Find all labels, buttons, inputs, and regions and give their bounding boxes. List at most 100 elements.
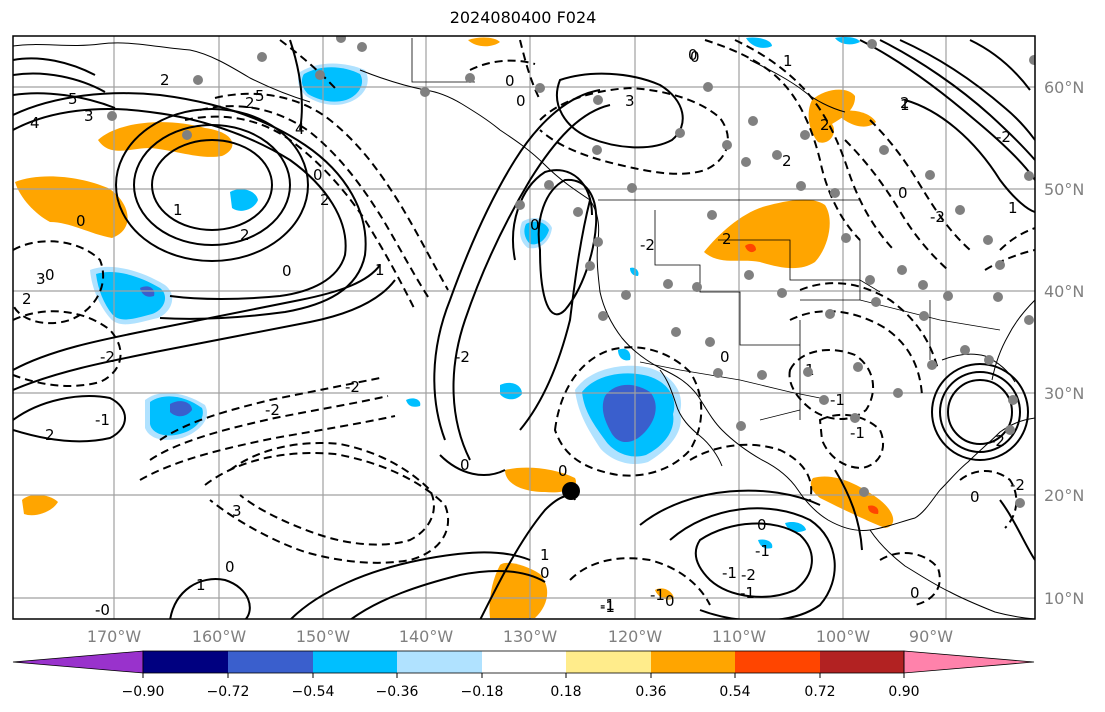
contour-label: -2 <box>741 566 756 584</box>
station-dot <box>757 370 767 380</box>
station-dot <box>918 280 928 290</box>
contour-label: 0 <box>757 516 767 534</box>
blue-shading <box>500 382 522 400</box>
storm-marker <box>562 482 580 500</box>
contour-label: 1 <box>900 96 910 114</box>
country-borders <box>411 38 1001 421</box>
station-dot <box>705 337 715 347</box>
lat-tick: 30°N <box>1044 384 1084 403</box>
station-dot <box>744 270 754 280</box>
station-dot <box>544 180 554 190</box>
contour-label: 0 <box>688 46 698 64</box>
contour-label: 5 <box>255 87 265 105</box>
contour-label: -1 <box>740 584 755 602</box>
orange-shading <box>468 37 500 47</box>
station-dot <box>984 355 994 365</box>
lon-tick: 100°W <box>816 627 871 646</box>
lon-tick: 170°W <box>87 627 142 646</box>
lon-tick: 90°W <box>909 627 953 646</box>
contour-label: 1 <box>173 201 183 219</box>
station-dot <box>983 235 993 245</box>
station-dot <box>182 130 192 140</box>
station-dot <box>1024 315 1034 325</box>
station-dot <box>871 297 881 307</box>
station-dot <box>995 260 1005 270</box>
colorbar-extend-max <box>903 650 1035 674</box>
contour-label: 2 <box>722 230 732 248</box>
station-dot <box>960 345 970 355</box>
blue-shading <box>785 521 806 532</box>
contour-label: 0 <box>225 558 235 576</box>
colorbar-extend-min <box>12 650 144 674</box>
contour-label: -1 <box>755 542 770 560</box>
station-dot <box>707 210 717 220</box>
contour-label: 1 <box>783 52 793 70</box>
orange-shading <box>15 176 128 238</box>
lon-tick: 120°W <box>608 627 663 646</box>
contour-label: -2 <box>990 432 1005 450</box>
contour-label: 5 <box>68 90 78 108</box>
colorbar-segment <box>313 651 397 673</box>
blue-shading <box>630 267 639 276</box>
station-dot <box>671 327 681 337</box>
contour-label: -2 <box>345 378 360 396</box>
station-dots <box>107 36 1035 508</box>
station-dot <box>592 145 602 155</box>
contour-label: -1 <box>600 596 615 614</box>
colorbar-segment <box>143 651 228 673</box>
contour-label: 0 <box>540 564 550 582</box>
station-dot <box>315 70 325 80</box>
royalblue-shading <box>602 384 656 443</box>
contour-label: 2 <box>782 152 792 170</box>
contour-label: 4 <box>30 114 40 132</box>
contour-label: 2 <box>245 94 255 112</box>
station-dot <box>663 279 673 289</box>
contour-label: 0 <box>460 456 470 474</box>
contour-label: -2 <box>640 236 655 254</box>
colorbar-tick: 0.18 <box>550 684 581 700</box>
contour-label: 0 <box>313 166 323 184</box>
colorbar-tick: −0.90 <box>122 684 165 700</box>
lon-tick: 130°W <box>503 627 558 646</box>
colorbar-segment <box>735 651 820 673</box>
station-dot <box>800 130 810 140</box>
colorbar-segment <box>651 651 735 673</box>
contour-label: 2 <box>820 116 830 134</box>
colorbar: −0.90 −0.72 −0.54 −0.36 −0.18 0.18 0.36 … <box>12 650 1035 700</box>
lon-tick: 140°W <box>399 627 454 646</box>
station-dot <box>925 170 935 180</box>
lon-tick: 150°W <box>296 627 351 646</box>
map-frame <box>12 35 1036 620</box>
colorbar-tick: 0.90 <box>888 684 919 700</box>
station-dot <box>515 200 525 210</box>
contour-label: 0 <box>665 592 675 610</box>
longitude-tick-labels: 170°W 160°W 150°W 140°W 130°W 120°W 110°… <box>87 627 953 646</box>
station-dot <box>1005 425 1015 435</box>
station-dot <box>1029 55 1035 65</box>
orange-shading <box>704 199 830 269</box>
station-dot <box>1015 498 1025 508</box>
blue-shading <box>618 348 631 361</box>
negative-contours <box>13 39 1035 606</box>
colorbar-segment <box>566 651 651 673</box>
contour-label: -1 <box>722 564 737 582</box>
lat-tick: 40°N <box>1044 282 1084 301</box>
colorbar-frame <box>142 650 905 674</box>
colorbar-segment <box>228 651 313 673</box>
station-dot <box>825 309 835 319</box>
contour-label: -0 <box>95 601 110 619</box>
contour-label: -1 <box>95 411 110 429</box>
contour-label: 1 <box>196 576 206 594</box>
map-panel: 5 4 3 0 2 3 2 0 2 5 4 0 2 1 0 -2 2 -1 1 … <box>13 36 1035 619</box>
station-dot <box>993 292 1003 302</box>
contour-label: 3 <box>84 107 94 125</box>
contour-label: -2 <box>1010 476 1025 494</box>
station-dot <box>736 421 746 431</box>
contour-label: 3 <box>625 92 635 110</box>
contour-label: 2 <box>320 191 330 209</box>
contour-label: -2 <box>100 348 115 366</box>
station-dot <box>897 265 907 275</box>
station-dot <box>777 288 787 298</box>
royalblue-shading <box>170 401 192 417</box>
station-dot <box>598 311 608 321</box>
